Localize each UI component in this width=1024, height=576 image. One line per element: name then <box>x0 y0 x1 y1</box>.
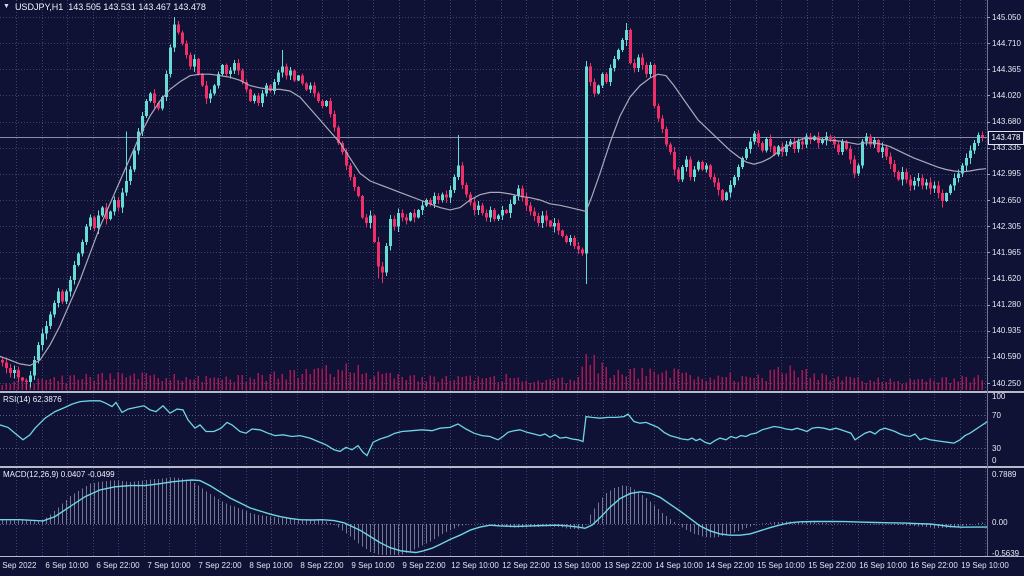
pane-separator[interactable] <box>0 466 1024 468</box>
pane-separator[interactable] <box>0 391 1024 393</box>
time-label: 16 Sep 22:00 <box>910 561 958 570</box>
indicator-scale-label: 70 <box>992 411 1001 420</box>
ohlc-info: ▼ USDJPY,H1 143.505 143.531 143.467 143.… <box>3 2 206 12</box>
time-label: 7 Sep 22:00 <box>198 561 242 570</box>
time-label: 9 Sep 22:00 <box>402 561 446 570</box>
price-tick <box>987 43 990 44</box>
time-label: 15 Sep 10:00 <box>757 561 805 570</box>
price-label: 143.335 <box>992 143 1021 152</box>
price-label: 141.965 <box>992 248 1021 257</box>
price-label: 144.365 <box>992 65 1021 74</box>
price-tick <box>987 383 990 384</box>
macd-indicator-pane[interactable] <box>0 468 988 556</box>
price-tick <box>987 278 990 279</box>
indicator-scale-label: 0 <box>992 456 997 465</box>
current-price-badge: 143.478 <box>988 131 1024 145</box>
price-tick <box>987 17 990 18</box>
price-tick <box>987 252 990 253</box>
price-label: 142.650 <box>992 196 1021 205</box>
price-tick <box>987 95 990 96</box>
price-label: 142.305 <box>992 222 1021 231</box>
indicator-scale-label: 0.00 <box>992 518 1008 527</box>
price-tick <box>987 122 990 123</box>
price-tick <box>987 305 990 306</box>
price-label: 141.620 <box>992 274 1021 283</box>
time-label: 6 Sep 22:00 <box>96 561 140 570</box>
price-tick <box>987 226 990 227</box>
price-chart-pane[interactable] <box>0 0 988 392</box>
indicator-scale-label: 0.7889 <box>992 470 1017 479</box>
time-label: 16 Sep 10:00 <box>859 561 907 570</box>
time-label: 14 Sep 10:00 <box>655 561 703 570</box>
time-label: 14 Sep 22:00 <box>706 561 754 570</box>
price-label: 145.050 <box>992 13 1021 22</box>
price-label: 140.935 <box>992 326 1021 335</box>
time-label: 13 Sep 22:00 <box>604 561 652 570</box>
price-label: 144.710 <box>992 39 1021 48</box>
price-label: 140.250 <box>992 379 1021 388</box>
rsi-label: RSI(14) 62.3876 <box>3 395 62 404</box>
price-label: 143.680 <box>992 117 1021 126</box>
indicator-scale-label: 30 <box>992 444 1001 453</box>
price-label: 142.995 <box>992 169 1021 178</box>
price-label: 144.020 <box>992 91 1021 100</box>
time-label: 5 Sep 2022 <box>0 561 37 570</box>
indicator-scale-label: -0.5639 <box>992 549 1020 558</box>
time-label: 6 Sep 10:00 <box>45 561 89 570</box>
price-tick <box>987 357 990 358</box>
pane-separator <box>0 556 1024 557</box>
time-label: 9 Sep 10:00 <box>351 561 395 570</box>
ohlc-values: 143.505 143.531 143.467 143.478 <box>68 2 206 12</box>
macd-label: MACD(12,26,9) 0.0407 -0.0499 <box>3 470 115 479</box>
rsi-indicator-pane[interactable] <box>0 394 988 466</box>
price-tick <box>987 174 990 175</box>
symbol-period-label: USDJPY,H1 <box>14 2 64 12</box>
price-label: 141.280 <box>992 300 1021 309</box>
price-tick <box>987 69 990 70</box>
time-label: 8 Sep 10:00 <box>249 561 293 570</box>
indicator-scale-label: 100 <box>992 392 1006 401</box>
price-tick <box>987 200 990 201</box>
time-label: 7 Sep 10:00 <box>147 561 191 570</box>
time-label: 19 Sep 10:00 <box>961 561 1009 570</box>
time-label: 15 Sep 22:00 <box>808 561 856 570</box>
time-label: 12 Sep 10:00 <box>451 561 499 570</box>
time-label: 8 Sep 22:00 <box>300 561 344 570</box>
price-tick <box>987 331 990 332</box>
price-label: 140.590 <box>992 352 1021 361</box>
price-tick <box>987 148 990 149</box>
time-label: 12 Sep 22:00 <box>502 561 550 570</box>
time-label: 13 Sep 10:00 <box>553 561 601 570</box>
symbol-dropdown-icon[interactable]: ▼ <box>3 3 10 10</box>
